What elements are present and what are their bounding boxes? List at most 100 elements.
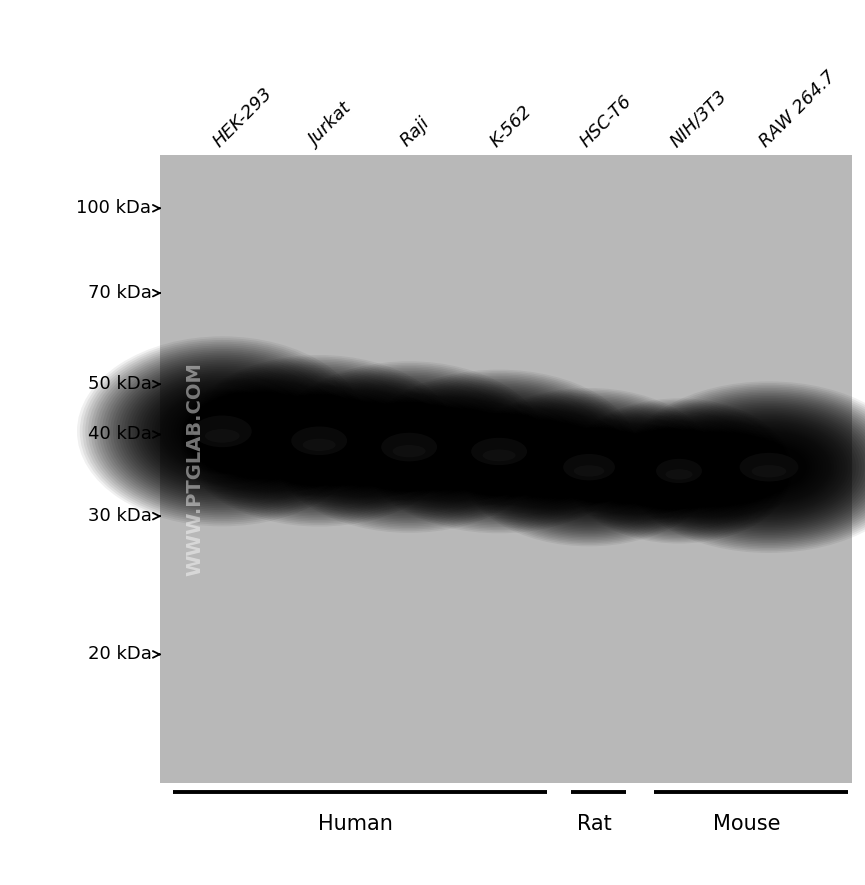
Ellipse shape: [419, 404, 580, 499]
Text: Human: Human: [318, 814, 393, 835]
Ellipse shape: [273, 412, 365, 469]
Ellipse shape: [567, 400, 791, 543]
Ellipse shape: [339, 404, 479, 490]
Ellipse shape: [86, 342, 359, 521]
Ellipse shape: [215, 376, 423, 505]
Ellipse shape: [160, 390, 285, 472]
Ellipse shape: [292, 427, 347, 455]
Ellipse shape: [345, 407, 473, 487]
Ellipse shape: [458, 427, 540, 475]
Ellipse shape: [508, 417, 670, 518]
Ellipse shape: [520, 424, 658, 510]
Ellipse shape: [657, 401, 865, 534]
Ellipse shape: [488, 404, 690, 530]
Ellipse shape: [368, 422, 450, 473]
Ellipse shape: [665, 406, 865, 528]
Ellipse shape: [382, 382, 616, 520]
Ellipse shape: [605, 423, 753, 519]
Ellipse shape: [469, 393, 709, 542]
Ellipse shape: [451, 423, 548, 481]
Ellipse shape: [353, 412, 465, 482]
Ellipse shape: [718, 437, 820, 497]
Ellipse shape: [496, 409, 682, 525]
Ellipse shape: [331, 399, 487, 496]
Ellipse shape: [587, 412, 771, 530]
Ellipse shape: [665, 469, 693, 480]
Text: HSC-T6: HSC-T6: [576, 91, 635, 150]
Ellipse shape: [646, 395, 865, 540]
Ellipse shape: [377, 379, 621, 524]
Ellipse shape: [732, 445, 806, 489]
Ellipse shape: [163, 392, 282, 470]
Ellipse shape: [295, 376, 523, 518]
Ellipse shape: [426, 409, 572, 495]
Ellipse shape: [234, 388, 405, 494]
Ellipse shape: [626, 437, 732, 504]
Ellipse shape: [707, 430, 831, 504]
Ellipse shape: [195, 363, 444, 519]
Ellipse shape: [372, 376, 626, 527]
Ellipse shape: [113, 360, 331, 503]
Ellipse shape: [80, 338, 365, 525]
Ellipse shape: [570, 401, 788, 541]
Ellipse shape: [654, 399, 865, 535]
Text: 40 kDa: 40 kDa: [87, 426, 151, 443]
Ellipse shape: [149, 383, 296, 480]
Ellipse shape: [556, 447, 622, 488]
Ellipse shape: [300, 380, 518, 515]
Ellipse shape: [443, 418, 555, 485]
Text: WWW.PTGLAB.COM: WWW.PTGLAB.COM: [185, 362, 204, 576]
Ellipse shape: [606, 425, 752, 517]
Ellipse shape: [638, 389, 865, 545]
Ellipse shape: [138, 376, 307, 487]
Ellipse shape: [602, 422, 756, 520]
Ellipse shape: [208, 372, 431, 511]
Ellipse shape: [361, 370, 638, 534]
Ellipse shape: [726, 442, 812, 492]
Ellipse shape: [536, 435, 642, 500]
Ellipse shape: [712, 434, 826, 501]
Ellipse shape: [554, 445, 625, 489]
Ellipse shape: [632, 442, 726, 501]
Ellipse shape: [321, 392, 497, 502]
Ellipse shape: [663, 404, 865, 530]
Ellipse shape: [461, 429, 537, 474]
Ellipse shape: [93, 347, 351, 515]
Ellipse shape: [497, 411, 681, 524]
Ellipse shape: [464, 389, 714, 545]
Ellipse shape: [305, 382, 513, 512]
Text: Mouse: Mouse: [713, 814, 780, 835]
Ellipse shape: [466, 391, 712, 543]
Ellipse shape: [132, 373, 312, 490]
Ellipse shape: [690, 420, 848, 513]
Ellipse shape: [698, 426, 840, 509]
Ellipse shape: [579, 406, 779, 535]
Ellipse shape: [197, 365, 441, 517]
Ellipse shape: [592, 415, 766, 527]
Ellipse shape: [635, 442, 723, 499]
Ellipse shape: [429, 410, 569, 493]
Ellipse shape: [522, 426, 656, 509]
Ellipse shape: [490, 406, 688, 528]
Ellipse shape: [517, 423, 661, 512]
Ellipse shape: [236, 389, 402, 492]
Ellipse shape: [375, 377, 624, 526]
Ellipse shape: [127, 369, 317, 494]
Ellipse shape: [676, 412, 862, 522]
Ellipse shape: [493, 408, 685, 527]
Ellipse shape: [290, 373, 529, 521]
Ellipse shape: [213, 374, 426, 507]
Ellipse shape: [648, 450, 710, 491]
Ellipse shape: [406, 396, 593, 507]
Ellipse shape: [181, 355, 458, 527]
Ellipse shape: [432, 412, 567, 491]
Ellipse shape: [271, 361, 548, 533]
Ellipse shape: [512, 419, 666, 515]
Text: Raji: Raji: [396, 114, 432, 150]
Ellipse shape: [580, 408, 778, 534]
Ellipse shape: [589, 413, 769, 528]
Ellipse shape: [285, 369, 534, 525]
Ellipse shape: [228, 384, 410, 497]
Ellipse shape: [478, 398, 700, 535]
Text: K-562: K-562: [486, 102, 535, 150]
